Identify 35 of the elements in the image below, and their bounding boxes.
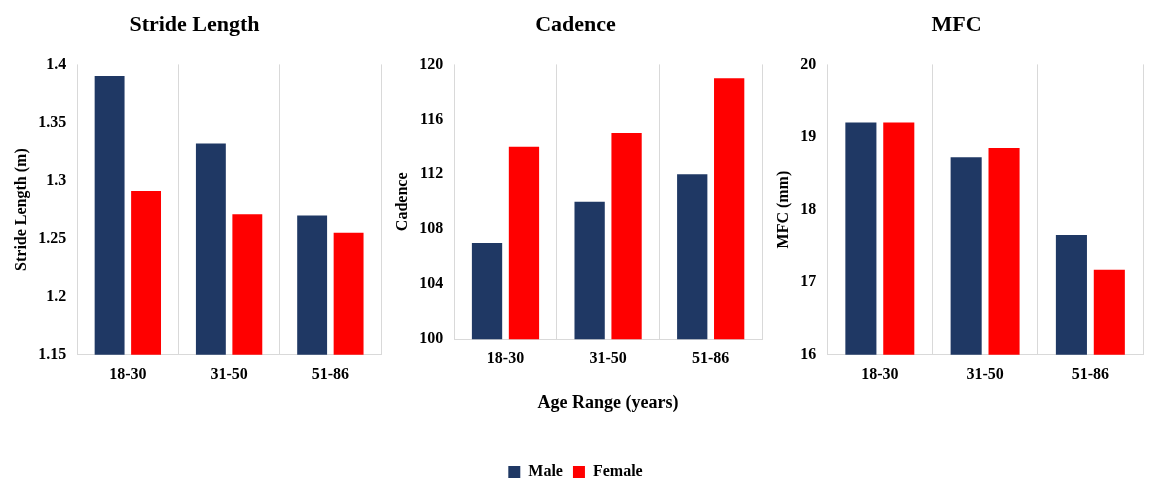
y-tick-label: 104 xyxy=(419,274,444,292)
x-tick-label: 51-86 xyxy=(1071,364,1110,382)
x-tick-label: 51-86 xyxy=(692,348,730,366)
x-tick-label: 31-50 xyxy=(589,348,627,366)
y-tick-label: 100 xyxy=(419,329,444,347)
x-tick-label: 18-30 xyxy=(109,364,147,382)
y-tick-label: 1.25 xyxy=(38,228,67,246)
y-tick-label: 17 xyxy=(800,272,817,290)
y-axis-title: Cadence xyxy=(392,172,410,232)
x-tick-label: 31-50 xyxy=(210,364,248,382)
legend-label: Female xyxy=(592,462,643,480)
y-tick-label: 112 xyxy=(420,164,444,182)
y-tick-label: 1.35 xyxy=(38,112,67,130)
y-tick-label: 108 xyxy=(419,219,444,237)
chart-title: Stride Length xyxy=(129,10,260,36)
y-tick-label: 19 xyxy=(800,127,817,145)
x-tick-label: 18-30 xyxy=(486,348,525,366)
legend-label: Male xyxy=(528,462,563,480)
x-tick-label: 18-30 xyxy=(861,364,899,382)
y-tick-label: 1.15 xyxy=(38,344,67,362)
y-tick-label: 20 xyxy=(800,54,817,72)
x-tick-label: 51-86 xyxy=(311,364,350,382)
y-tick-label: 1.2 xyxy=(46,286,67,304)
chart-title: Cadence xyxy=(535,10,617,36)
y-tick-label: 120 xyxy=(419,54,444,72)
y-axis-title: MFC (mm) xyxy=(773,170,792,249)
y-tick-label: 116 xyxy=(420,109,444,127)
x-tick-label: 31-50 xyxy=(966,364,1004,382)
chart-title: MFC xyxy=(931,10,982,36)
y-tick-label: 1.4 xyxy=(46,54,67,72)
y-tick-label: 16 xyxy=(800,344,817,362)
y-tick-label: 1.3 xyxy=(46,170,67,188)
x-axis-title: Age Range (years) xyxy=(537,391,679,413)
y-tick-label: 18 xyxy=(800,199,817,217)
y-axis-title: Stride Length (m) xyxy=(11,148,30,271)
